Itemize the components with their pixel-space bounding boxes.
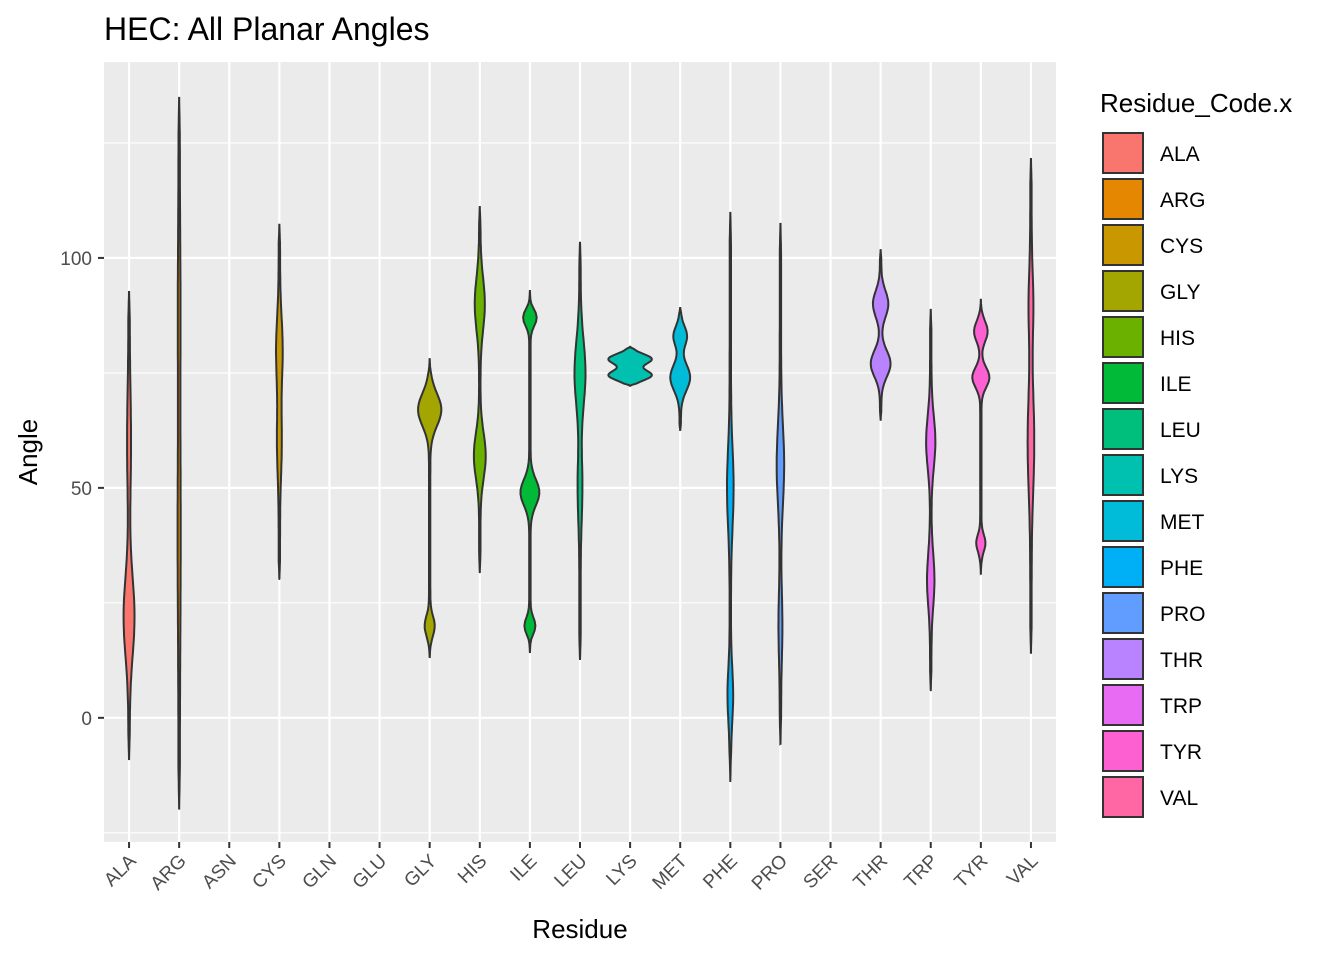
legend-swatch-ala	[1102, 132, 1144, 174]
legend-label: CYS	[1160, 235, 1203, 258]
violin-his	[472, 205, 487, 574]
legend-swatch-pro	[1102, 592, 1144, 634]
legend-title: Residue_Code.x	[1100, 88, 1292, 118]
legend-swatch-lys	[1102, 454, 1144, 496]
x-tick-label: PHE	[699, 851, 741, 893]
x-tick-label: TRP	[901, 851, 943, 893]
x-tick-label: ILE	[506, 851, 541, 886]
y-tick-label: 100	[60, 249, 92, 270]
legend-label: THR	[1160, 649, 1203, 672]
chart-title: HEC: All Planar Angles	[104, 11, 430, 47]
x-tick-label: GLN	[299, 851, 341, 893]
y-tick-label: 0	[81, 709, 92, 730]
x-axis-label: Residue	[532, 914, 627, 944]
legend-label: TYR	[1160, 741, 1202, 764]
legend-label: GLY	[1160, 281, 1200, 304]
violin-ala	[122, 291, 136, 761]
violins	[122, 96, 1036, 811]
y-axis: 0 50 100	[60, 249, 104, 730]
x-tick-label: ARG	[147, 851, 191, 895]
legend-label: PHE	[1160, 557, 1203, 580]
x-tick-label: VAL	[1003, 851, 1042, 890]
violin-met	[669, 306, 692, 432]
violin-gly	[417, 358, 443, 659]
legend-swatch-his	[1102, 316, 1144, 358]
violin-tyr	[971, 298, 991, 576]
legend-label: HIS	[1160, 327, 1195, 350]
x-tick-label: ALA	[100, 850, 140, 890]
legend-swatch-trp	[1102, 684, 1144, 726]
legend-swatch-cys	[1102, 224, 1144, 266]
legend-swatch-thr	[1102, 638, 1144, 680]
violin-pro	[775, 222, 786, 746]
x-tick-label: PRO	[748, 851, 792, 895]
legend-swatch-met	[1102, 500, 1144, 542]
x-axis: ALA ARG ASN CYS GLN GLU GLY HIS ILE LEU LYS MET PHE P…	[100, 842, 1042, 895]
x-tick-label: CYS	[248, 851, 290, 893]
x-tick-label: HIS	[454, 851, 491, 888]
legend-label: LEU	[1160, 419, 1201, 442]
violin-val	[1026, 158, 1036, 655]
legend-label: TRP	[1160, 695, 1202, 718]
legend-swatch-leu	[1102, 408, 1144, 450]
x-tick-label: GLY	[400, 850, 441, 891]
x-tick-label: LEU	[551, 851, 592, 892]
x-tick-label: GLU	[349, 851, 391, 893]
legend-label: LYS	[1160, 465, 1198, 488]
violin-trp	[925, 308, 937, 692]
y-axis-label: Angle	[13, 419, 43, 486]
legend-swatch-arg	[1102, 178, 1144, 220]
legend-label: ALA	[1160, 143, 1200, 166]
violin-cys	[275, 223, 284, 581]
legend: Residue_Code.x ALA ARG CYS GLY HIS ILE LEU LYS M…	[1100, 88, 1292, 818]
legend-swatch-gly	[1102, 270, 1144, 312]
violin-arg	[176, 96, 182, 811]
legend-label: PRO	[1160, 603, 1206, 626]
legend-swatch-phe	[1102, 546, 1144, 588]
legend-label: VAL	[1160, 787, 1198, 810]
y-tick-label: 50	[71, 479, 92, 500]
violin-thr	[869, 249, 892, 421]
legend-swatch-tyr	[1102, 730, 1144, 772]
x-tick-label: MET	[649, 850, 692, 893]
x-tick-label: SER	[800, 851, 842, 893]
x-tick-label: LYS	[602, 851, 641, 890]
x-tick-label: THR	[850, 851, 892, 893]
legend-label: ARG	[1160, 189, 1206, 212]
legend-label: MET	[1160, 511, 1205, 534]
legend-swatch-val	[1102, 776, 1144, 818]
violin-ile	[519, 290, 541, 654]
x-tick-label: TYR	[951, 851, 993, 893]
legend-label: ILE	[1160, 373, 1192, 396]
violin-phe	[726, 211, 735, 783]
violin-lys	[607, 345, 653, 387]
violin-leu	[573, 241, 587, 660]
legend-swatch-ile	[1102, 362, 1144, 404]
x-tick-label: ASN	[198, 851, 240, 893]
